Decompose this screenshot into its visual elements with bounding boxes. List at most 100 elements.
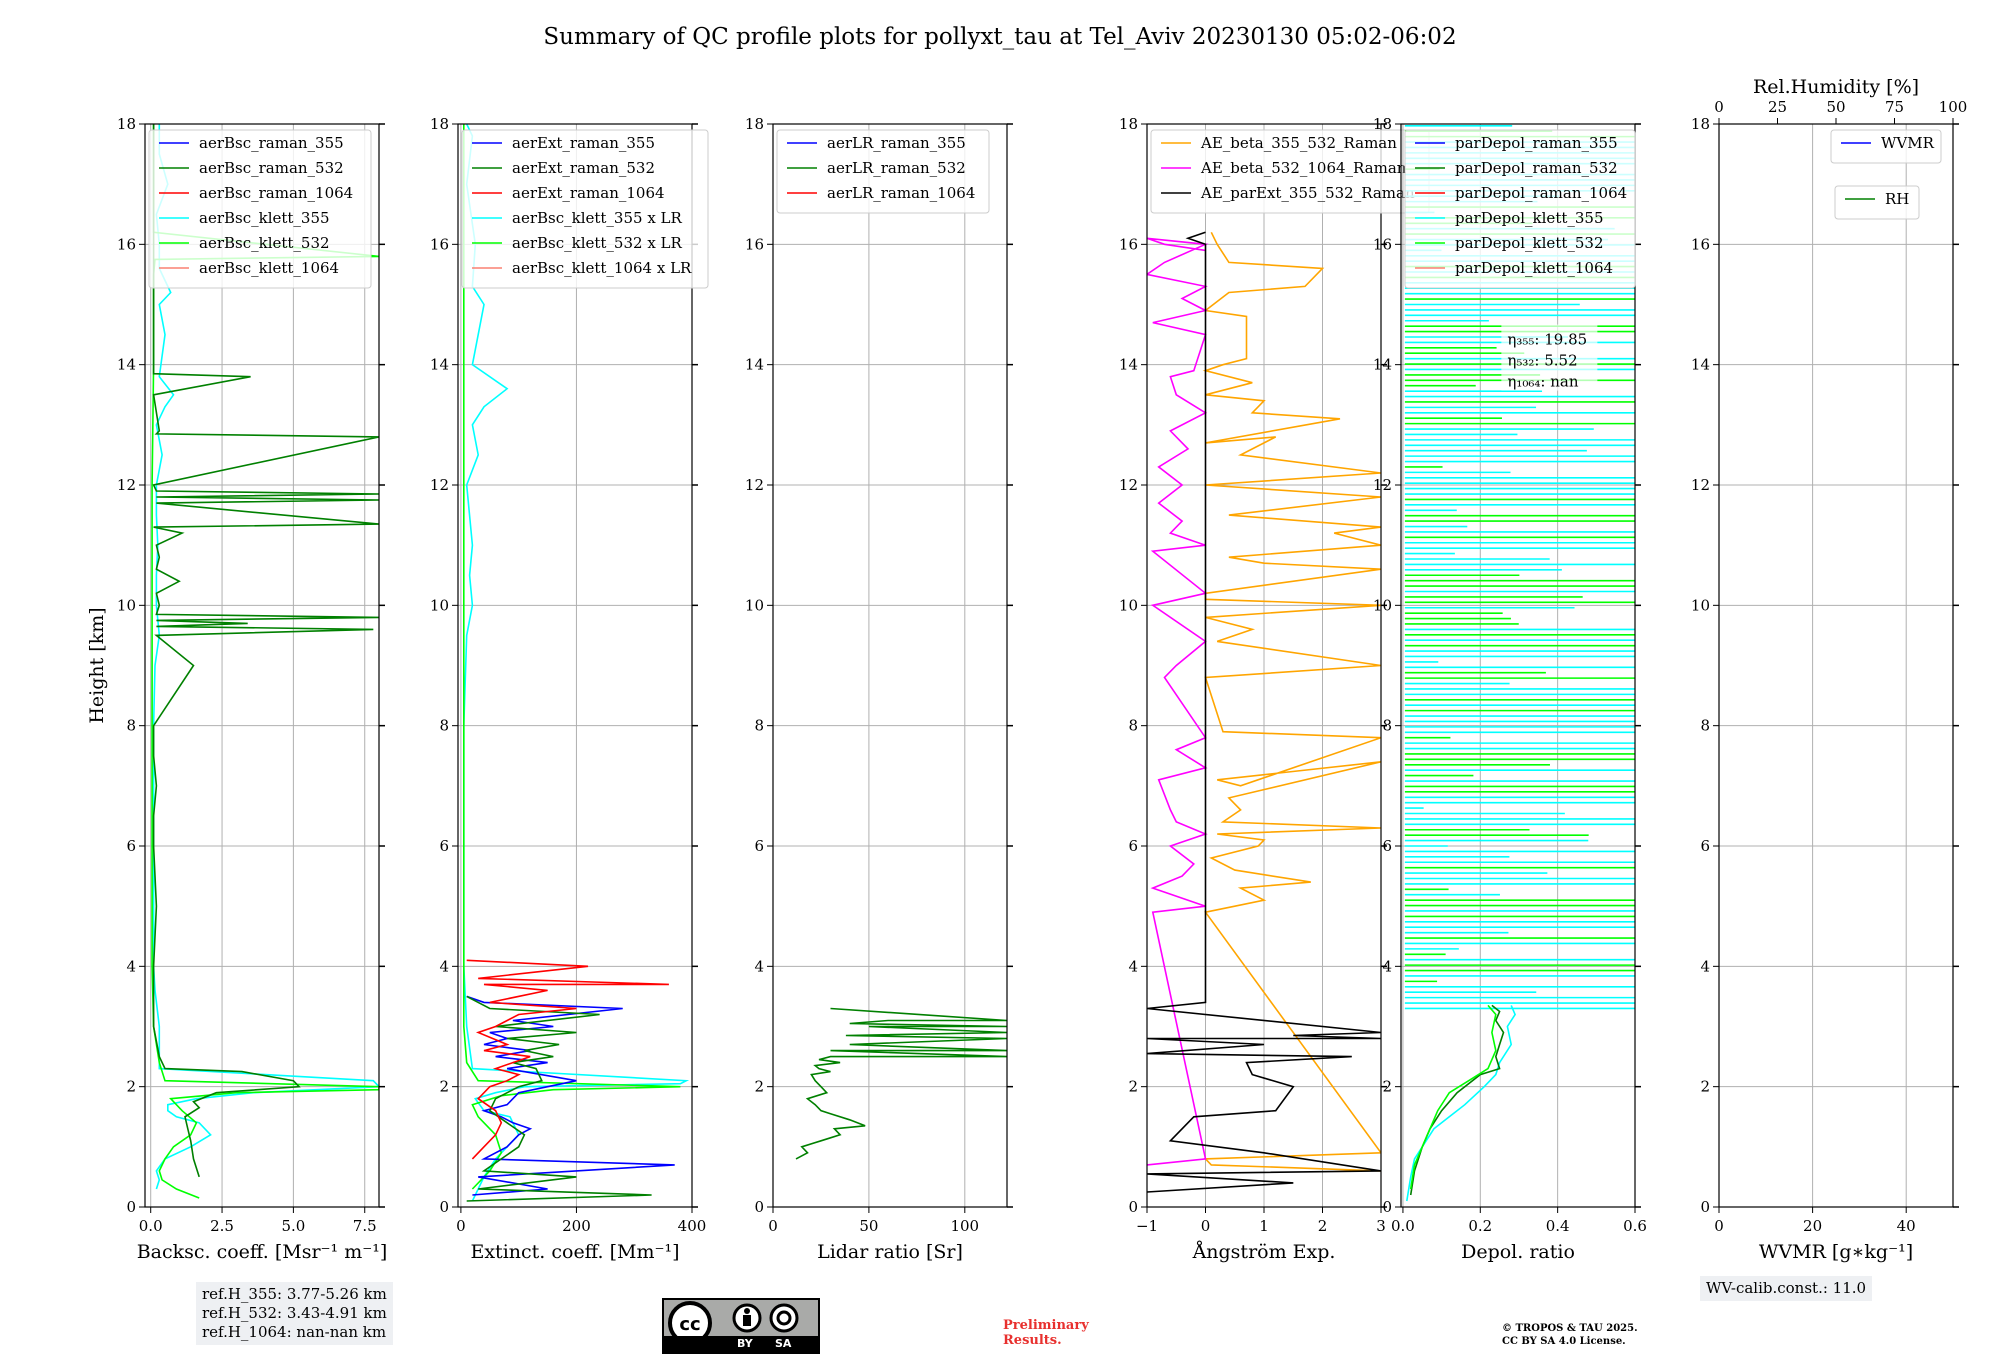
legend-label: aerExt_raman_355 — [512, 134, 655, 152]
y-tick-label: 2 — [126, 1078, 136, 1096]
x-tick-label: 3 — [1376, 1217, 1386, 1235]
sa-label: SA — [775, 1337, 792, 1350]
copyright-note: © TROPOS & TAU 2025. CC BY SA 4.0 Licens… — [1502, 1322, 1638, 1348]
y-tick-label: 10 — [430, 596, 449, 614]
copyright-line-2: CC BY SA 4.0 License. — [1502, 1336, 1626, 1347]
x-tick-label: 400 — [678, 1217, 707, 1235]
eta-annotation: η₃₅₅: 19.85 η₅₃₂: 5.52 η₁₀₆₄: nan — [1501, 324, 1598, 391]
copyright-line-1: © TROPOS & TAU 2025. — [1502, 1323, 1638, 1334]
x-axis-label: WVMR [g∗kg⁻¹] — [1759, 1241, 1913, 1263]
x-tick-label: 0.0 — [139, 1217, 163, 1235]
preliminary-line-2: Results. — [1003, 1333, 1062, 1348]
x-axis-label: Backsc. coeff. [Msr⁻¹ m⁻¹] — [137, 1241, 388, 1263]
series-group — [462, 124, 690, 1202]
panel-depol: 0 2 4 6 8 10 12 14 16 18 0.0 0.2 0.4 0.6 Depol. ratio p… — [1373, 115, 1647, 1263]
axes-frame — [144, 123, 380, 1208]
y-tick-label: 2 — [754, 1078, 764, 1096]
y-tick-label: 12 — [1691, 476, 1710, 494]
x-tick-label: 100 — [950, 1217, 979, 1235]
legend-label: aerBsc_klett_355 — [199, 209, 330, 227]
series-aerBsc_raman_532 — [152, 124, 379, 1178]
x-tick-label: 0.0 — [1391, 1217, 1415, 1235]
legend-label: parDepol_raman_1064 — [1455, 184, 1627, 202]
reference-height-box: ref.H_355: 3.77-5.26 km ref.H_532: 3.43-… — [196, 1282, 393, 1345]
series-group — [1147, 231, 1381, 1193]
legend: AE_beta_355_532_Raman AE_beta_532_1064_Ra… — [1150, 129, 1430, 214]
legend-frame — [1404, 129, 1636, 289]
series-aerBsc_klett_532 x LR — [462, 124, 681, 1190]
legend-label: parDepol_klett_532 — [1455, 234, 1604, 252]
y-tick-label: 18 — [430, 115, 449, 133]
legend-label: aerBsc_klett_1064 x LR — [512, 259, 692, 277]
legend: WVMR — [1830, 129, 1942, 164]
y-tick-label: 10 — [117, 596, 136, 614]
x-tick-label: 2.5 — [210, 1217, 234, 1235]
y-tick-label: 16 — [1691, 235, 1710, 253]
series-parDepol_klett_532 — [1409, 1004, 1497, 1190]
axes-frame — [1718, 123, 1954, 1208]
y-tick-label: 10 — [1373, 596, 1392, 614]
legend-label: parDepol_raman_355 — [1455, 134, 1618, 152]
y-tick-label: 12 — [1119, 476, 1138, 494]
y-tick-label: 18 — [1691, 115, 1710, 133]
legend-label: aerBsc_klett_532 x LR — [512, 234, 683, 252]
y-tick-label: 0 — [1382, 1198, 1392, 1216]
x-tick-label: 40 — [1897, 1217, 1916, 1235]
x-tick-label: 0 — [456, 1217, 466, 1235]
y-tick-label: 12 — [430, 476, 449, 494]
y-tick-label: 2 — [1382, 1078, 1392, 1096]
legend-frame — [776, 129, 990, 214]
x-tick-label: 20 — [1803, 1217, 1822, 1235]
y-tick-label: 10 — [745, 596, 764, 614]
figure-title: Summary of QC profile plots for pollyxt_… — [543, 24, 1456, 50]
y-tick-label: 4 — [1128, 957, 1138, 975]
x-tick-label: 0.6 — [1623, 1217, 1647, 1235]
y-tick-label: 12 — [745, 476, 764, 494]
x-tick-label: 0 — [1201, 1217, 1211, 1235]
y-tick-label: 2 — [1700, 1078, 1710, 1096]
x-axis-label: Ångström Exp. — [1192, 1241, 1336, 1263]
y-tick-label: 6 — [126, 837, 136, 855]
legend-label: aerLR_raman_532 — [827, 159, 966, 177]
series-aerLR_raman_532 — [795, 1007, 1007, 1160]
y-tick-label: 18 — [117, 115, 136, 133]
y-tick-label: 2 — [1128, 1078, 1138, 1096]
y-tick-label: 18 — [1119, 115, 1138, 133]
by-label: BY — [737, 1337, 753, 1350]
ref-height-532: ref.H_532: 3.43-4.91 km — [202, 1304, 387, 1322]
y-tick-label: 14 — [117, 356, 136, 374]
legend-label: aerBsc_raman_1064 — [199, 184, 353, 202]
x-tick-label: 200 — [562, 1217, 591, 1235]
sa-share-icon — [769, 1303, 799, 1333]
y-tick-label: 8 — [1382, 717, 1392, 735]
series-aerBsc_klett_355 — [152, 124, 379, 1190]
top-tick-label: 75 — [1885, 98, 1904, 116]
series-aerExt_raman_1064 — [466, 959, 669, 1160]
legend-label: aerBsc_klett_532 — [199, 234, 330, 252]
x-tick-label: 0 — [768, 1217, 778, 1235]
series-parDepol_klett_355 — [1406, 1005, 1517, 1202]
y-tick-label: 8 — [1700, 717, 1710, 735]
x-tick-label: 2 — [1318, 1217, 1328, 1235]
top-tick-label: 50 — [1826, 98, 1845, 116]
panel-lr: 0 2 4 6 8 10 12 14 16 18 0 50 100 Lidar ratio [Sr] aer… — [745, 115, 1013, 1263]
x-tick-label: 0 — [1714, 1217, 1724, 1235]
legend-frame — [1830, 129, 1942, 164]
y-tick-label: 6 — [754, 837, 764, 855]
top-axis-label: Rel.Humidity [%] — [1753, 76, 1919, 98]
legend-label: AE_parExt_355_532_Raman — [1200, 184, 1415, 202]
series-aerExt_raman_532 — [466, 995, 652, 1202]
wv-calibration-box: WV-calib.const.: 11.0 — [1700, 1276, 1873, 1301]
y-tick-label: 16 — [117, 235, 136, 253]
preliminary-note: Preliminary Results. — [1003, 1318, 1089, 1348]
y-tick-label: 12 — [117, 476, 136, 494]
y-tick-label: 4 — [754, 957, 764, 975]
legend: aerLR_raman_355 aerLR_raman_532 aerLR_rama… — [776, 129, 990, 214]
x-tick-label: 5.0 — [281, 1217, 305, 1235]
annotation-line: η₃₅₅: 19.85 — [1507, 331, 1587, 349]
series-AE_beta_532_1064_Raman — [1147, 237, 1209, 1166]
y-tick-label: 0 — [439, 1198, 449, 1216]
legend: aerExt_raman_355 aerExt_raman_532 aerExt_r… — [461, 129, 709, 289]
legend-label: AE_beta_355_532_Raman — [1200, 134, 1397, 152]
